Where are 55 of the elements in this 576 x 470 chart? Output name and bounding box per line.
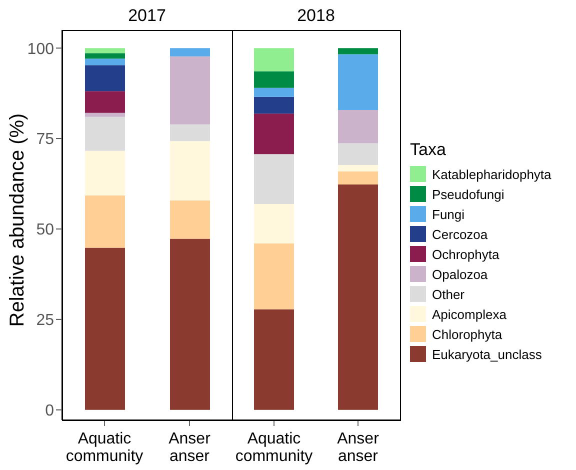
x-tick-label: Aquatic community: [66, 430, 144, 465]
y-tick-label: 100: [27, 40, 54, 58]
bar: [338, 110, 378, 144]
bar: [85, 150, 125, 196]
bar: [170, 200, 210, 239]
y-tick-label: 0: [45, 402, 54, 420]
legend-label: Pseudofungi: [432, 186, 504, 202]
legend-label: Fungi: [432, 206, 465, 222]
bar: [170, 141, 210, 200]
y-tick-label: 75: [36, 131, 54, 148]
bar: [170, 238, 210, 410]
x-tick-label: Aquatic community: [235, 430, 313, 465]
legend-label: Chlorophyta: [432, 326, 502, 342]
bar: [254, 243, 294, 310]
legend-label: Katablepharidophyta: [432, 166, 552, 182]
legend-title: Taxa: [410, 140, 447, 160]
legend-label: Ochrophyta: [432, 246, 500, 262]
y-tick-label: 50: [36, 222, 54, 239]
bar: [338, 171, 378, 184]
legend-label: Apicomplexa: [432, 306, 506, 322]
legend-label: Eukaryota_unclass: [432, 346, 542, 362]
y-axis-title: Relative abundance (%): [6, 113, 28, 327]
bar: [85, 65, 125, 92]
x-tick-label: Anser anser: [337, 430, 380, 465]
chart-title: 2017: [127, 6, 167, 26]
x-tick-label: Anser anser: [168, 430, 212, 465]
bar: [170, 48, 210, 56]
bar: [254, 71, 294, 88]
legend-label: Cercozoa: [432, 226, 488, 242]
bar: [85, 116, 125, 151]
chart-title: 2018: [296, 6, 336, 26]
bar: [170, 56, 210, 124]
y-tick-label: 25: [36, 312, 54, 330]
bar: [170, 124, 210, 142]
bar: [338, 54, 378, 110]
bar: [85, 58, 125, 66]
bar: [85, 48, 125, 54]
bar: [338, 48, 378, 54]
bar: [254, 88, 294, 97]
legend-label: Other: [432, 286, 465, 302]
bar: [254, 48, 294, 72]
bar: [338, 164, 378, 172]
bar: [254, 96, 294, 114]
bar: [338, 184, 378, 410]
bar: [254, 154, 294, 204]
bar: [254, 114, 294, 154]
bar: [85, 91, 125, 113]
bar: [85, 195, 125, 248]
legend-label: Opalozoa: [432, 266, 488, 282]
bar: [338, 143, 378, 165]
bar: [85, 53, 125, 59]
bar: [85, 248, 125, 410]
bar: [254, 204, 294, 244]
bar: [254, 309, 294, 410]
bar: [85, 112, 125, 117]
